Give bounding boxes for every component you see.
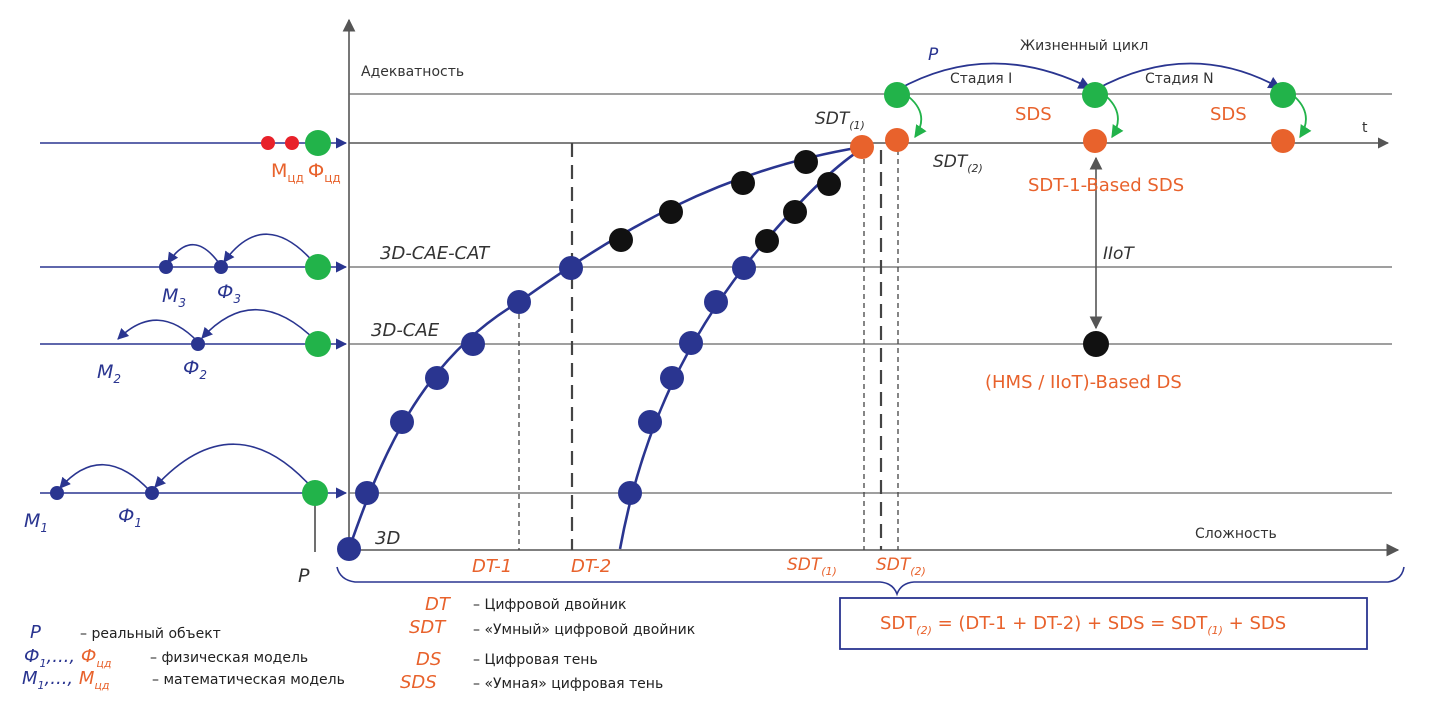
red-dot-2 — [285, 136, 299, 150]
c1-dot — [390, 410, 414, 434]
dt2-label: DT-2 — [571, 556, 611, 577]
m3-label: M3 — [162, 285, 186, 310]
legend-p-text: – реальный объект — [80, 626, 221, 642]
green-dot-3 — [305, 254, 331, 280]
m1-dot — [50, 486, 64, 500]
sds-label-1: SDS — [1015, 104, 1052, 125]
f2-label: Ф2 — [183, 357, 207, 382]
arc-f1-m1 — [59, 464, 151, 492]
sdt1-top-label: SDT(1) — [815, 109, 865, 132]
sdt1-dot — [850, 135, 874, 159]
c2-dot — [679, 331, 703, 355]
c2-black-dot — [783, 200, 807, 224]
lifecycle-p: P — [928, 45, 939, 65]
level-cat-label: 3D-CAE-CAT — [380, 243, 491, 264]
green-dot-2 — [305, 331, 331, 357]
c1-black-dot — [731, 171, 755, 195]
f3-label: Ф3 — [217, 281, 241, 306]
stage-green-2 — [1082, 82, 1108, 108]
stage-green-1 — [884, 82, 910, 108]
stage-green-3 — [1270, 82, 1296, 108]
p-label: P — [298, 565, 310, 587]
f1-label: Ф1 — [118, 505, 142, 530]
hms-label: (HMS / IIoT)-Based DS — [985, 372, 1182, 393]
legend-m-text: – математическая модель — [152, 672, 345, 688]
f3-dot — [214, 260, 228, 274]
c1-black-dot — [794, 150, 818, 174]
f1-dot — [145, 486, 159, 500]
t-label: t — [1362, 120, 1368, 136]
sdt2-bottom-label: SDT(2) — [876, 555, 926, 578]
c1-dot — [355, 481, 379, 505]
c1-dot — [507, 290, 531, 314]
stage-orange-2 — [1083, 129, 1107, 153]
lifecycle-arc-1 — [896, 62, 1092, 91]
y-axis-label: Адекватность — [361, 64, 464, 80]
green-dot-cd — [305, 130, 331, 156]
m2-label: M2 — [97, 361, 121, 386]
lifecycle-arc-2 — [1094, 62, 1282, 91]
legend-f-text: – физическая модель — [150, 650, 308, 666]
c1-dot — [425, 366, 449, 390]
sds-label-2: SDS — [1210, 104, 1247, 125]
m1-label: M1 — [24, 510, 48, 535]
legend-sdt-text: – «Умный» цифровой двойник — [473, 622, 695, 638]
c2-dot — [732, 256, 756, 280]
sdt2-top-label: SDT(2) — [933, 152, 983, 175]
arc-p-f3 — [223, 233, 317, 266]
c2-dot — [618, 481, 642, 505]
f2-dot — [191, 337, 205, 351]
c1-black-dot — [609, 228, 633, 252]
c1-black-dot — [659, 200, 683, 224]
red-dot-1 — [261, 136, 275, 150]
green-arrow-2 — [1106, 96, 1124, 139]
level-3d-label: 3D — [375, 528, 400, 549]
m3-dot — [159, 260, 173, 274]
iiot-label: IIoT — [1103, 244, 1135, 264]
c2-dot — [660, 366, 684, 390]
formula-box — [839, 597, 1368, 650]
x-axis-label: Сложность — [1195, 526, 1277, 542]
stage1-label: Стадия I — [950, 71, 1012, 87]
formula-text: SDT(2) = (DT-1 + DT-2) + SDS = SDT(1) + … — [880, 613, 1286, 637]
hms-dot — [1083, 331, 1109, 357]
arc-f2-m2 — [117, 319, 199, 343]
arc-f3-m3 — [167, 243, 222, 267]
stage-orange-3 — [1271, 129, 1295, 153]
green-dot-1 — [302, 480, 328, 506]
legend-dt-text: – Цифровой двойник — [473, 597, 627, 613]
stageN-label: Стадия N — [1145, 71, 1214, 87]
c2-black-dot — [817, 172, 841, 196]
m-cd-label: Мцд Фцд — [271, 160, 341, 185]
green-arrow-3 — [1294, 96, 1312, 139]
legend-m-sym: M1,..., Mцд — [22, 668, 110, 692]
arc-p-f2 — [201, 309, 317, 342]
dt1-label: DT-1 — [472, 556, 512, 577]
legend-p-sym: P — [30, 622, 41, 643]
c1-dot — [337, 537, 361, 561]
curve-2 — [618, 148, 861, 550]
legend-sdt-sym: SDT — [409, 617, 447, 638]
c1-dot — [559, 256, 583, 280]
legend-ds-sym: DS — [416, 649, 441, 670]
sdt2-dot — [885, 128, 909, 152]
legend-dt-sym: DT — [425, 594, 452, 615]
c1-dot — [461, 332, 485, 356]
c2-black-dot — [755, 229, 779, 253]
bottom-brace — [336, 566, 1405, 597]
sdt1-bottom-label: SDT(1) — [787, 555, 837, 578]
c2-dot — [638, 410, 662, 434]
green-arrow-1 — [908, 96, 927, 139]
arc-p-f1 — [154, 443, 315, 491]
sdt-based-sds: SDT-1-Based SDS — [1028, 175, 1184, 196]
c2-dot — [704, 290, 728, 314]
legend-ds-text: – Цифровая тень — [473, 652, 598, 668]
lifecycle-label: Жизненный цикл — [1020, 38, 1148, 54]
legend-sds-sym: SDS — [400, 672, 437, 693]
legend-f-sym: Ф1,..., Фцд — [24, 646, 111, 670]
legend-sds-text: – «Умная» цифровая тень — [473, 676, 663, 692]
level-cae-label: 3D-CAE — [371, 320, 440, 341]
